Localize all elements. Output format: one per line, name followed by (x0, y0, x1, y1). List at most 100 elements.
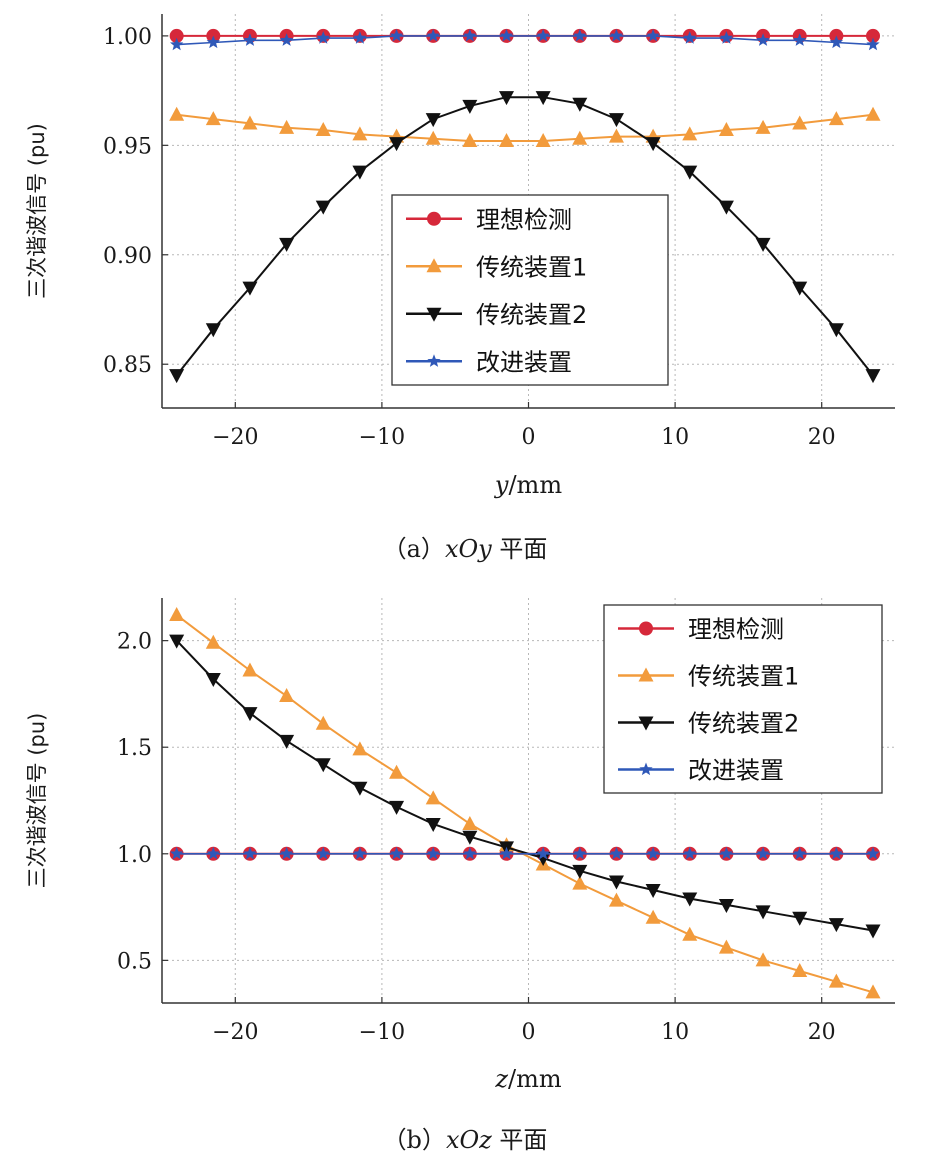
series-star (170, 846, 880, 860)
legend-item: 理想检测 (618, 616, 784, 644)
data-point (682, 126, 698, 141)
x-axis-label: y/mm (494, 471, 562, 499)
data-point (572, 130, 588, 145)
data-point (205, 634, 221, 649)
legend-marker (426, 258, 442, 273)
data-point (718, 122, 734, 137)
data-point (352, 126, 368, 141)
data-point (829, 846, 844, 860)
data-point (389, 846, 404, 860)
data-point (389, 137, 405, 152)
data-point (169, 369, 185, 384)
legend-label: 改进装置 (688, 757, 784, 785)
data-point (536, 28, 550, 42)
legend-item: 理想检测 (406, 206, 572, 234)
data-point (718, 898, 734, 913)
data-point (352, 165, 368, 180)
data-point (353, 846, 367, 860)
data-point (682, 892, 698, 907)
data-point (683, 846, 697, 860)
data-point (572, 875, 588, 890)
data-point (169, 607, 185, 622)
data-point (462, 830, 478, 845)
subfigure-caption: （b）xOz 平面 (383, 1126, 548, 1154)
x-axis-variable: y (494, 471, 509, 499)
chart-xoz-plane: −20 −10 0 10 20 0.5 1.0 1.5 2.0 三次谐波信号 (pu) z/mm （b… (25, 598, 895, 1154)
x-tick-label: −20 (212, 425, 258, 450)
data-point (719, 31, 734, 44)
data-point (572, 864, 588, 879)
data-point (243, 846, 257, 860)
data-point (645, 137, 661, 152)
x-tick-label: 20 (808, 425, 836, 450)
x-tick-label: 0 (522, 1020, 536, 1045)
data-point (572, 97, 588, 112)
series-line (176, 113, 874, 142)
legend-marker (639, 762, 653, 776)
y-tick-label: 0.90 (103, 244, 152, 269)
y-tick-label: 0.85 (103, 353, 152, 378)
data-point (608, 892, 624, 907)
series-triangle-down (169, 91, 881, 384)
data-point (242, 707, 258, 722)
data-point (793, 33, 807, 46)
data-point (169, 634, 185, 649)
data-point (315, 122, 331, 137)
data-point (279, 846, 294, 860)
legend-box (603, 604, 883, 794)
caption-suffix: 平面 (492, 1126, 548, 1154)
data-point (828, 323, 844, 338)
legend-item: 传统装置1 (406, 253, 587, 281)
data-point (792, 963, 808, 978)
data-point (425, 130, 441, 145)
x-axis-label: z/mm (494, 1065, 562, 1093)
data-point (279, 688, 295, 703)
x-tick-label: −10 (359, 1020, 405, 1045)
data-point (242, 662, 258, 677)
data-point (535, 852, 551, 867)
y-tick-label: 0.5 (117, 949, 152, 974)
legend-item: 传统装置2 (406, 301, 587, 329)
data-point (242, 281, 258, 296)
series-line (175, 96, 874, 376)
series-triangle-up (169, 607, 881, 999)
y-axis-label: 三次谐波信号 (pu) (25, 123, 49, 299)
chart-xoy-plane: −20 −10 0 10 20 0.85 0.90 0.95 1.00 三次谐波信号 (pu) y/… (25, 14, 895, 563)
legend-label: 传统装置2 (688, 710, 799, 738)
x-tick-label: −20 (212, 1020, 258, 1045)
data-point (755, 119, 771, 134)
legend-box (391, 194, 669, 386)
data-point (718, 939, 734, 954)
data-point (170, 37, 184, 51)
data-point (608, 113, 624, 128)
data-point (719, 846, 734, 860)
data-point (206, 35, 220, 49)
y-tick-label: 2.0 (117, 630, 152, 655)
data-point (499, 132, 515, 147)
data-point (573, 846, 587, 860)
data-point (828, 973, 844, 988)
x-tick-label: 20 (808, 1020, 836, 1045)
data-point (609, 28, 624, 42)
legend-label: 传统装置2 (476, 301, 587, 329)
data-point (170, 846, 184, 860)
y-tick-label: 0.95 (103, 134, 152, 159)
data-point (865, 369, 881, 384)
data-point (718, 200, 734, 215)
data-point (316, 846, 330, 860)
x-axis-unit: /mm (508, 1065, 562, 1093)
data-point (205, 111, 221, 126)
legend-marker (639, 621, 653, 636)
data-point (205, 323, 221, 338)
data-point (755, 905, 771, 920)
x-tick-label: 10 (661, 425, 689, 450)
legend-item: 改进装置 (406, 348, 572, 376)
caption-plane: xOy (445, 535, 492, 563)
data-point (573, 28, 587, 42)
data-point (755, 237, 771, 252)
data-point (865, 924, 881, 939)
data-point (279, 734, 295, 749)
